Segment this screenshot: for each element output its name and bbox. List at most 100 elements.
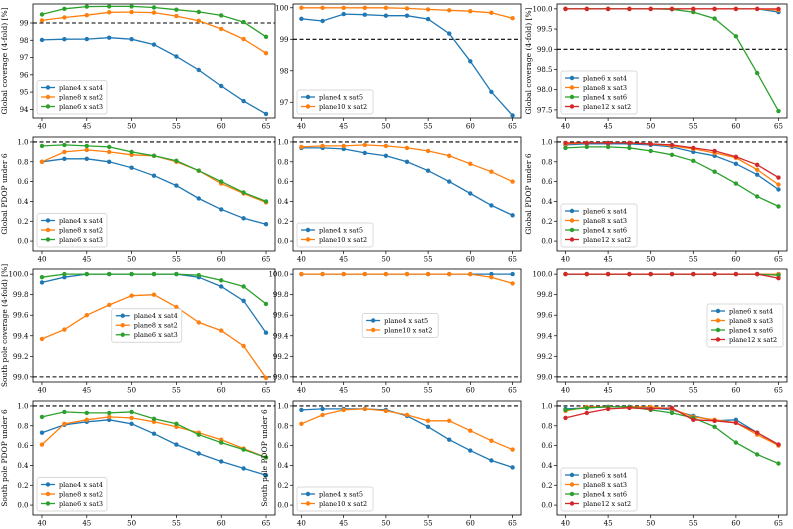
- data-point: [174, 7, 179, 12]
- data-point: [489, 275, 494, 280]
- data-point: [755, 162, 760, 167]
- legend-label: plane10 x sat2: [319, 103, 367, 111]
- data-point: [219, 179, 224, 184]
- panel-r0c1: 40 45 50 55 60 65 97 98 99 100 plane4 x sat5 plane1…: [275, 3, 522, 131]
- panel-r2c0: 40 45 50 55 60 65 99.0 99.2 99.4 99.6 99.8 100.0Sou…: [0, 264, 276, 395]
- legend-label: plane4 x sat5: [319, 226, 363, 234]
- x-tick-label: 50: [381, 387, 390, 395]
- data-point: [151, 42, 157, 47]
- y-tick-label: 98.0: [537, 86, 553, 94]
- panel-r1c1: 40 45 50 55 60 65 0.0 0.2 0.4 0.6 0.8 1.0 plane4 x s…: [277, 136, 522, 264]
- data-point: [733, 181, 739, 186]
- x-tick-label: 45: [604, 256, 613, 264]
- y-tick-label: 0.6: [541, 442, 553, 450]
- y-tick-label: 0.4: [17, 198, 29, 206]
- data-point: [627, 140, 632, 146]
- legend-swatch-marker: [45, 227, 51, 233]
- y-tick-label: 98: [280, 67, 289, 75]
- data-point: [605, 271, 611, 277]
- x-tick-label: 55: [172, 387, 181, 395]
- x-tick-label: 55: [424, 520, 433, 528]
- y-axis-label: South pole PDOP under 6: [0, 409, 9, 507]
- y-tick-label: 0.8: [17, 158, 28, 166]
- data-point: [62, 37, 67, 42]
- data-point: [151, 431, 157, 436]
- data-point: [510, 271, 515, 277]
- x-tick-label: 65: [508, 520, 517, 528]
- data-point: [776, 187, 781, 192]
- data-point: [174, 158, 179, 163]
- legend-label: plane12 x sat2: [583, 103, 631, 111]
- data-point: [776, 6, 781, 12]
- y-tick-label: 99.0: [13, 373, 29, 381]
- data-point: [320, 143, 325, 149]
- x-tick-label: 50: [381, 123, 390, 131]
- legend-label: plane6 x sat3: [134, 331, 178, 339]
- data-point: [62, 156, 67, 161]
- data-point: [263, 199, 269, 204]
- legend-label: plane4 x sat6: [583, 490, 627, 498]
- x-tick-label: 40: [297, 256, 306, 264]
- legend-swatch-marker: [45, 237, 51, 242]
- x-tick-label: 45: [82, 387, 91, 395]
- y-tick-label: 99.4: [273, 332, 289, 340]
- data-point: [563, 140, 568, 146]
- x-tick-label: 55: [689, 387, 698, 395]
- data-point: [196, 196, 201, 201]
- data-point: [299, 144, 304, 150]
- y-tick-label: 1.0: [17, 402, 28, 410]
- x-tick-label: 45: [82, 123, 91, 131]
- legend-swatch-marker: [370, 327, 376, 333]
- panel-r1c2: 40 45 50 55 60 65 0.0 0.2 0.4 0.6 0.8 1.0 Global PDO…: [524, 136, 788, 264]
- data-point: [341, 11, 346, 17]
- data-point: [219, 26, 224, 32]
- data-point: [129, 293, 134, 298]
- y-tick-label: 0.0: [17, 502, 28, 510]
- y-tick-label: 99.2: [273, 353, 289, 361]
- data-point: [489, 10, 494, 15]
- y-axis-label: Global coverage (4-fold) [%]: [0, 7, 9, 114]
- legend-label: plane4 x sat4: [59, 84, 103, 92]
- data-point: [669, 410, 675, 416]
- data-point: [489, 203, 494, 208]
- data-point: [712, 148, 717, 154]
- panel-r2c1: 40 45 50 55 60 65 99.0 99.2 99.4 99.6 99.8 100.0 pla…: [268, 268, 522, 395]
- legend-swatch-marker: [370, 318, 376, 323]
- data-point: [733, 6, 739, 12]
- data-point: [129, 4, 134, 9]
- data-point: [263, 455, 269, 460]
- x-tick-label: 55: [689, 256, 698, 264]
- data-point: [39, 18, 45, 23]
- data-point: [510, 113, 515, 118]
- data-point: [712, 418, 717, 423]
- y-tick-label: 0.0: [541, 238, 552, 246]
- data-point: [219, 440, 224, 445]
- legend-label: plane8 x sat3: [729, 317, 773, 325]
- legend-label: plane10 x sat2: [319, 236, 367, 244]
- data-point: [584, 144, 589, 150]
- data-point: [627, 405, 632, 411]
- x-tick-label: 55: [424, 123, 433, 131]
- legend-box: [36, 477, 108, 512]
- data-point: [563, 415, 568, 421]
- x-tick-label: 40: [38, 520, 47, 528]
- data-point: [39, 336, 45, 342]
- legend-label: plane4 x sat5: [319, 490, 363, 498]
- data-point: [151, 10, 157, 15]
- data-point: [196, 451, 201, 456]
- data-point: [62, 409, 67, 415]
- data-point: [776, 276, 781, 281]
- legend-label: plane6 x sat3: [59, 500, 103, 508]
- data-point: [563, 271, 568, 277]
- data-point: [129, 37, 134, 42]
- data-point: [755, 430, 760, 435]
- y-tick-label: 99.4: [13, 332, 29, 340]
- data-point: [341, 407, 346, 413]
- y-tick-label: 0.8: [277, 158, 288, 166]
- data-point: [733, 420, 739, 425]
- data-point: [584, 271, 589, 277]
- x-tick-label: 45: [339, 123, 348, 131]
